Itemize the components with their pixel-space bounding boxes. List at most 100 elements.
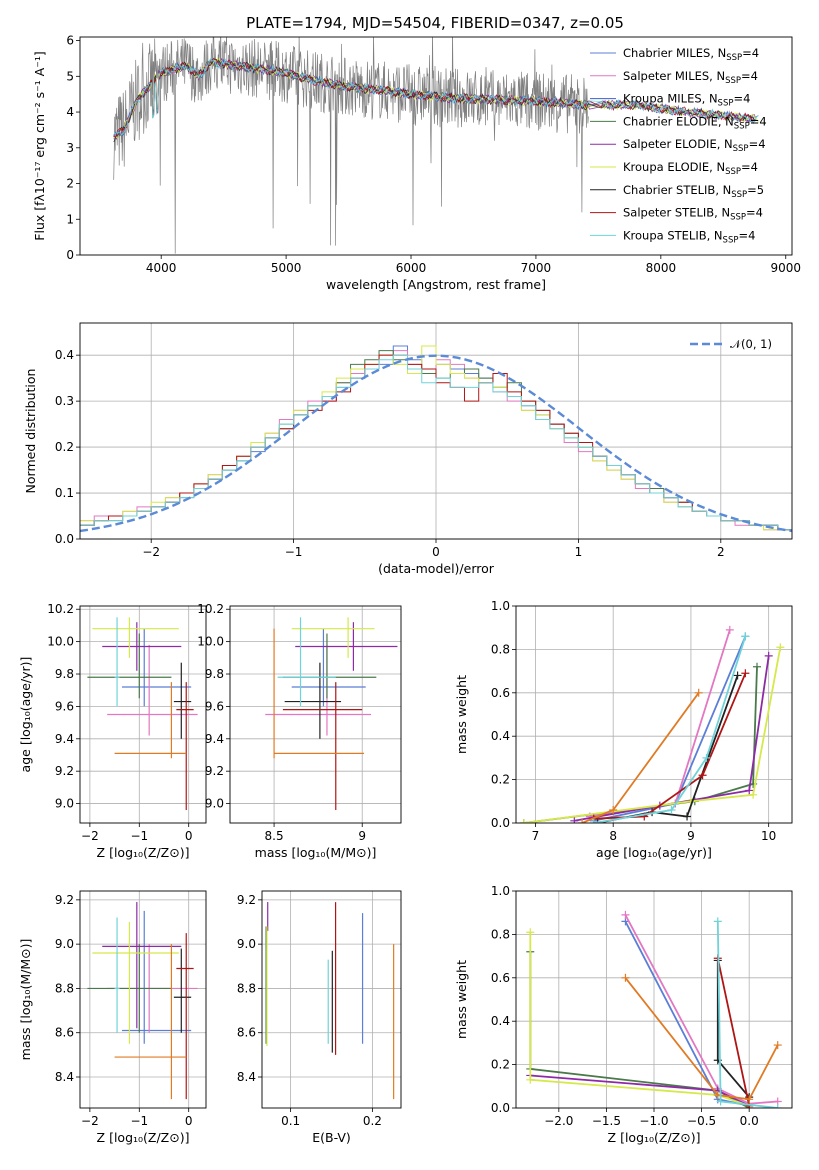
- weight-line: [624, 977, 779, 1101]
- legend-label-suffix: =4: [750, 114, 767, 128]
- weight-line: [593, 636, 747, 823]
- weight-marker: [745, 786, 754, 795]
- y-tick-label: 0.8: [491, 642, 510, 656]
- weight-line: [574, 655, 770, 822]
- legend-label-subscript: SSP: [730, 213, 746, 223]
- residual-histogram-panel: −2 −1 0 1 2 0.0 0.1 0.2 0.3 0.4 (data-model)/error…: [23, 322, 793, 576]
- legend-label: Salpeter STELIB, NSSP=4: [623, 206, 763, 223]
- legend-label-suffix: =4: [741, 69, 758, 83]
- y-tick-label: 8.4: [55, 1070, 74, 1084]
- x-axis-label: age [log₁₀(age/yr)]: [596, 845, 712, 860]
- errorbar-area: [87, 902, 198, 1100]
- weight-marker: [716, 1097, 725, 1106]
- weight-vs-age-panel: 7 8 9 10 0.0 0.2 0.4 0.6 0.8 1.0 age [log₁₀(age/yr…: [454, 599, 793, 860]
- y-tick-label: 0.0: [491, 1101, 510, 1115]
- x-tick-label: −2: [81, 1114, 99, 1128]
- weight-marker: [733, 671, 742, 680]
- y-tick-label: 9.0: [237, 937, 256, 951]
- weight-marker: [621, 973, 630, 982]
- y-tick-label: 4: [66, 105, 74, 119]
- errorbar-area: [265, 617, 398, 811]
- x-tick-label: 10: [761, 829, 776, 843]
- legend-label-text: Kroupa MILES, N: [623, 92, 718, 106]
- x-axis-label: Z [log₁₀(Z/Z⊙)]: [97, 1130, 190, 1145]
- legend-label-suffix: =4: [738, 228, 755, 242]
- x-tick-label: −1: [130, 1114, 148, 1128]
- legend-label-text: Chabrier STELIB, N: [623, 183, 731, 197]
- y-tick-label: 9.0: [55, 797, 74, 811]
- weight-marker: [609, 805, 618, 814]
- legend-label-text: Kroupa STELIB, N: [623, 228, 723, 242]
- axes-frame: [79, 36, 793, 256]
- y-tick-label: 8.6: [237, 1026, 256, 1040]
- y-tick-label: 6: [66, 34, 74, 48]
- y-tick-label: 9.6: [55, 699, 74, 713]
- x-axis-label: mass [log₁₀(M/M⊙)]: [255, 845, 377, 860]
- y-tick-label: 0.4: [55, 348, 74, 362]
- x-tick-label: 7000: [521, 261, 552, 275]
- x-tick-label: 5000: [271, 261, 302, 275]
- weight-marker: [683, 812, 692, 821]
- weight-marker: [764, 651, 773, 660]
- legend-label-subscript: SSP: [733, 144, 749, 154]
- weight-marker: [741, 669, 750, 678]
- weight-marker: [773, 1104, 782, 1108]
- y-tick-label: 0.2: [491, 773, 510, 787]
- weight-marker: [725, 625, 734, 634]
- gaussian-curve: [80, 354, 792, 533]
- x-tick-label: 0: [432, 545, 440, 559]
- histogram-area: [80, 345, 792, 539]
- y-tick-label: 10.2: [47, 602, 74, 616]
- legend-label: Salpeter ELODIE, NSSP=4: [623, 137, 766, 154]
- legend-label: Salpeter MILES, NSSP=4: [623, 69, 758, 86]
- weight-marker: [589, 819, 598, 823]
- y-tick-label: 0.6: [491, 971, 510, 985]
- y-axis-label: Normed distribution: [23, 369, 38, 494]
- weight-area: [526, 910, 782, 1108]
- legend-label: Kroupa STELIB, NSSP=4: [623, 228, 755, 245]
- axes-frame: [79, 322, 793, 540]
- x-tick-label: 0: [185, 829, 193, 843]
- legend-label-text: Salpeter MILES, N: [623, 69, 725, 83]
- axes-frame: [229, 605, 402, 824]
- x-tick-label: 0.0: [740, 1114, 759, 1128]
- legend-label-text: Chabrier MILES, N: [623, 46, 726, 60]
- x-tick-label: −0.5: [687, 1114, 716, 1128]
- x-tick-label: −2.0: [544, 1114, 573, 1128]
- x-axis-label: E(B-V): [312, 1130, 351, 1145]
- legend-label-subscript: SSP: [734, 121, 750, 131]
- legend-label: Chabrier ELODIE, NSSP=4: [623, 114, 767, 131]
- weight-marker: [570, 816, 579, 823]
- y-tick-label: 10.0: [47, 635, 74, 649]
- x-tick-label: 0: [185, 1114, 193, 1128]
- weight-marker: [776, 643, 785, 652]
- x-tick-label: 8000: [646, 261, 677, 275]
- x-tick-label: 0.2: [363, 1114, 382, 1128]
- legend-label-subscript: SSP: [726, 53, 742, 63]
- y-tick-label: 8.8: [237, 981, 256, 995]
- y-axis-label: age [log₁₀(age/yr)]: [18, 657, 33, 773]
- y-tick-label: 9.0: [205, 797, 224, 811]
- legend-label-subscript: SSP: [731, 190, 747, 200]
- weight-marker: [526, 928, 535, 937]
- y-tick-label: 0.4: [491, 1014, 510, 1028]
- weight-area: [519, 625, 785, 823]
- x-tick-label: −1: [130, 829, 148, 843]
- legend-label-text: Kroupa ELODIE, N: [623, 160, 725, 174]
- y-tick-label: 9.8: [55, 667, 74, 681]
- model-spectrum-line: [113, 57, 756, 143]
- y-tick-label: 0: [66, 248, 74, 262]
- y-tick-label: 0.4: [491, 729, 510, 743]
- y-tick-label: 0.0: [55, 532, 74, 546]
- mass-vs-ebv-panel: 0.1 0.2 8.4 8.6 8.8 9.0 9.2 E(B-V): [237, 890, 402, 1145]
- weight-marker: [698, 771, 707, 780]
- age-vs-mass-panel: 8.5 9 9.0 9.2 9.4 9.6 9.8 10.0 10.2 mass [log₁₀(M…: [197, 602, 402, 860]
- y-tick-label: 8.8: [55, 981, 74, 995]
- y-axis-label: mass weight: [454, 960, 469, 1039]
- legend-label-suffix: =4: [742, 46, 759, 60]
- legend-label-suffix: =4: [746, 206, 763, 220]
- x-tick-label: 1: [575, 545, 583, 559]
- y-tick-label: 10.2: [197, 602, 224, 616]
- y-tick-label: 1.0: [491, 599, 510, 613]
